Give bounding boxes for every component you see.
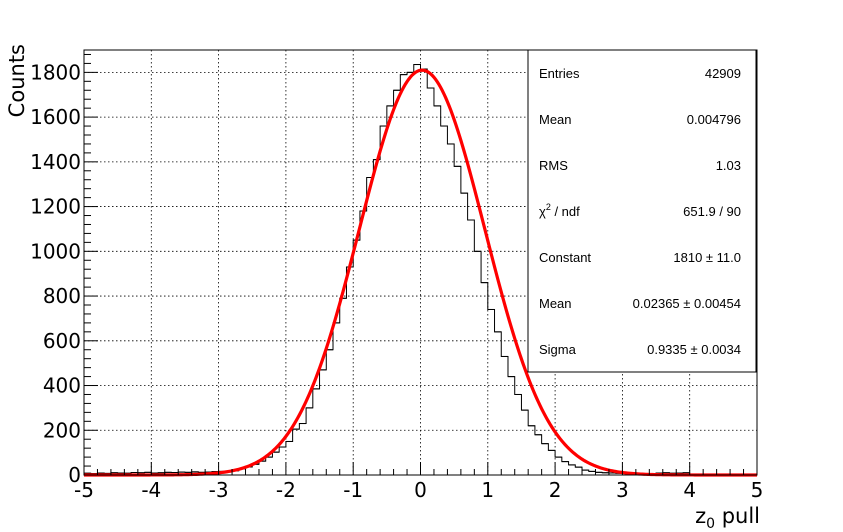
stats-value: 0.004796 [687,112,741,127]
stats-value: 1810 ± 11.0 [673,250,741,265]
y-tick-label: 400 [43,374,81,398]
stats-label: Entries [539,66,580,81]
y-tick-labels: 0 200 400 600 800 1000 1200 1400 1600 1800 [30,60,81,487]
x-tick-label: -5 [74,478,94,502]
stats-label: Mean [539,296,572,311]
y-tick-label: 1800 [30,60,81,84]
stats-label: χ2 / ndf [539,202,580,219]
y-tick-label: 1200 [30,195,81,219]
stats-label: Mean [539,112,572,127]
stats-box: Entries 42909 Mean 0.004796 RMS 1.03 χ2 / ndf 6… [527,49,757,373]
y-tick-label: 1000 [30,239,81,263]
stats-value: 651.9 / 90 [683,204,741,219]
gaussian-fit-series [84,68,757,477]
y-tick-label: 1600 [30,105,81,129]
stats-value: 1.03 [716,158,741,173]
x-tick-label: 4 [683,478,696,502]
y-axis-title: Counts [5,44,29,117]
x-tick-label: 1 [481,478,494,502]
x-axis-title: z0 pull [695,504,760,532]
stats-value: 0.02365 ± 0.00454 [633,296,741,311]
x-tick-label: -2 [276,478,296,502]
stats-value: 0.9335 ± 0.0034 [647,342,741,357]
stats-label: Sigma [539,342,577,357]
x-tick-label: -1 [343,478,363,502]
stats-value: 42909 [705,66,741,81]
gaussian-fit-curve [84,68,757,477]
y-tick-label: 800 [43,284,81,308]
y-tick-label: 1400 [30,150,81,174]
stats-label: Constant [539,250,591,265]
y-tick-label: 200 [43,418,81,442]
x-tick-label: 5 [751,478,764,502]
x-tick-label: -4 [141,478,161,502]
stats-label: RMS [539,158,568,173]
y-tick-label: 600 [43,329,81,353]
stats-box-frame [527,49,757,373]
x-tick-label: 3 [616,478,629,502]
x-tick-labels: -5 -4 -3 -2 -1 0 1 2 3 4 5 [74,478,763,502]
x-tick-label: 0 [414,478,427,502]
x-tick-label: -3 [209,478,229,502]
x-tick-label: 2 [549,478,562,502]
y-tick-label: 0 [68,463,81,487]
axis-ticks [83,53,758,476]
